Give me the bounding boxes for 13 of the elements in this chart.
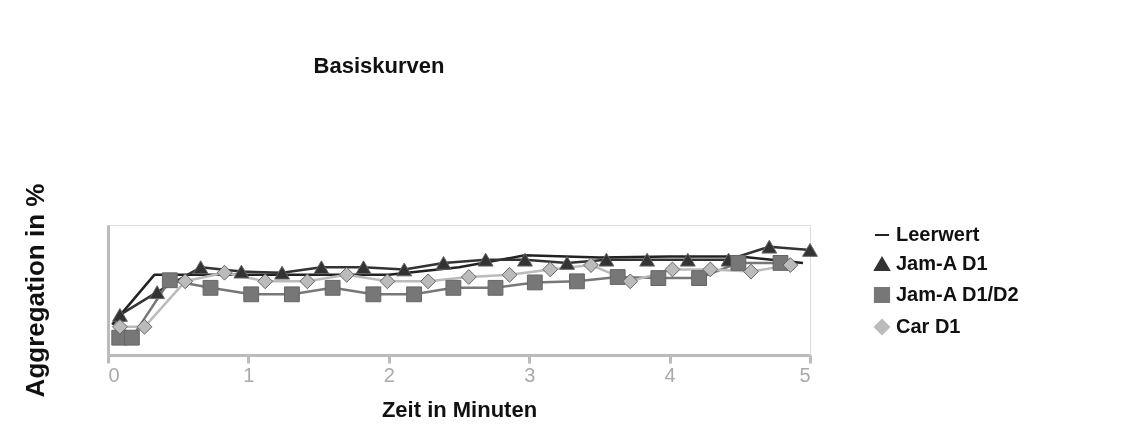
- legend-label: Jam-A D1: [896, 252, 988, 274]
- x-tick-label: 3: [524, 363, 536, 386]
- x-axis-title: Zeit in Minuten: [381, 396, 538, 422]
- x-tick-label: 0: [108, 363, 120, 386]
- y-axis-title: Aggregation in %: [19, 183, 50, 398]
- x-tick-label: 5: [799, 363, 811, 386]
- legend-label: Car D1: [896, 315, 961, 337]
- x-tick-label: 4: [664, 363, 676, 386]
- legend-label: Jam-A D1/D2: [896, 283, 1019, 305]
- legend-label: Leerwert: [896, 223, 980, 245]
- x-tick-label: 2: [383, 363, 395, 386]
- chart-title: Basiskurven: [313, 53, 445, 79]
- x-tick-label: 1: [243, 363, 255, 386]
